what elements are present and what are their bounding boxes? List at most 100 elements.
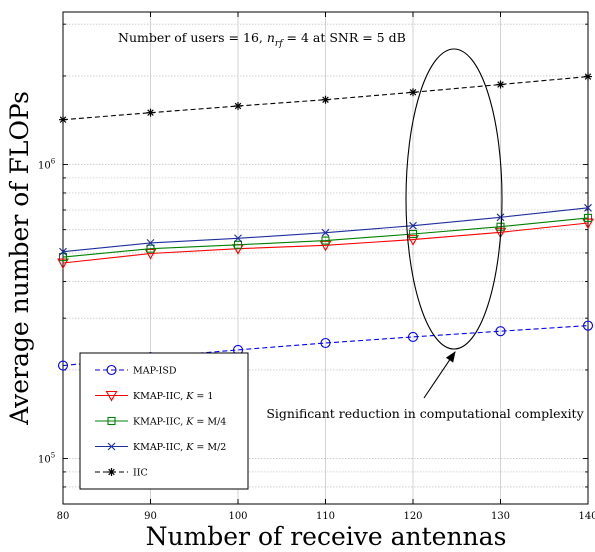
marker-square — [408, 229, 418, 239]
marker-x-b — [59, 247, 67, 256]
marker-square — [58, 253, 68, 262]
legend-label: IIC — [133, 468, 148, 479]
data-point — [496, 80, 505, 89]
top-annotation: Number of users = 16, nrf = 4 at SNR = 5… — [118, 30, 406, 49]
marker-circle — [57, 360, 69, 371]
data-point — [407, 331, 419, 342]
legend-label: KMAP-IIC, K = M/2 — [133, 442, 226, 453]
marker-triangle — [57, 258, 69, 270]
marker-x-b — [107, 442, 116, 451]
data-point — [59, 115, 67, 124]
legend-entry-3: KMAP-IIC, K = M/4 — [95, 417, 226, 428]
marker-x-b — [321, 228, 330, 237]
data-point — [234, 234, 242, 243]
legend-entry-1: MAP-ISD — [95, 364, 177, 377]
data-point — [496, 213, 505, 222]
data-point — [320, 337, 331, 349]
legend-label: KMAP-IIC, K = M/4 — [133, 417, 226, 428]
marker-circle — [495, 326, 506, 337]
legend-entry-2: KMAP-IIC, K = 1 — [95, 390, 213, 402]
data-point — [495, 326, 506, 337]
marker-circle — [407, 331, 419, 342]
marker-square — [107, 416, 116, 426]
x-axis: 80 90 100 110 120 130 140 — [57, 12, 595, 522]
legend-marker — [107, 416, 116, 426]
data-point — [58, 253, 68, 262]
marker-asterisk-stroke — [108, 468, 115, 476]
reduction-arrow — [423, 351, 456, 399]
marker-x-b — [496, 213, 505, 222]
reduction-annotation: Significant reduction in computational c… — [266, 406, 584, 421]
marker-x-b — [234, 234, 242, 243]
data-point — [582, 320, 594, 331]
data-point — [146, 244, 155, 253]
data-point — [146, 239, 155, 247]
marker-triangle — [582, 218, 594, 230]
legend-marker — [107, 468, 116, 476]
marker-triangle — [494, 227, 507, 239]
data-point — [494, 227, 507, 239]
legend-entry-5: IIC — [95, 468, 148, 479]
series-5 — [59, 72, 592, 124]
marker-square — [233, 240, 243, 249]
x-tick-label: 120 — [403, 511, 422, 522]
marker-triangle — [407, 235, 419, 246]
marker-asterisk-stroke — [147, 109, 154, 116]
data-point — [59, 247, 67, 256]
data-point — [409, 88, 417, 97]
marker-x-b — [146, 239, 155, 247]
legend-marker — [106, 364, 117, 376]
data-point — [233, 240, 243, 249]
marker-x-b — [409, 221, 417, 230]
marker-square — [146, 244, 155, 253]
data-point — [583, 213, 593, 222]
x-tick-label: 130 — [491, 511, 510, 522]
marker-triangle — [319, 240, 332, 252]
marker-triangle — [105, 390, 118, 402]
data-point — [409, 221, 417, 230]
legend-entry-4: KMAP-IIC, K = M/2 — [95, 442, 226, 453]
data-point — [319, 240, 332, 252]
x-tick-label: 100 — [228, 511, 247, 522]
legend: MAP-ISD KMAP-IIC, K = 1 KMAP-IIC, K = M/4 K… — [79, 352, 249, 490]
series-line — [62, 217, 589, 258]
marker-asterisk-stroke — [409, 89, 417, 96]
data-point — [321, 236, 330, 245]
data-point — [144, 248, 157, 260]
data-point — [584, 72, 592, 81]
legend-marker — [105, 390, 118, 402]
data-point — [146, 108, 155, 117]
data-point — [57, 360, 69, 371]
marker-asterisk-stroke — [234, 102, 242, 110]
marker-square — [321, 236, 330, 245]
data-point — [321, 228, 330, 237]
data-point — [582, 218, 594, 230]
x-tick-label: 90 — [144, 511, 157, 522]
data-point — [407, 235, 419, 246]
y-tick-label: 106 — [38, 157, 56, 171]
data-point — [234, 102, 242, 111]
legend-label: MAP-ISD — [133, 366, 177, 377]
legend-marker — [107, 442, 116, 451]
series-4 — [59, 203, 592, 256]
y-tick-label: 105 — [38, 451, 55, 465]
x-tick-label: 110 — [316, 511, 335, 522]
x-axis-title: Number of receive antennas — [146, 522, 507, 551]
marker-triangle — [144, 248, 157, 260]
marker-circle — [106, 364, 117, 376]
data-point — [584, 203, 592, 212]
marker-asterisk-stroke — [59, 116, 67, 123]
marker-asterisk-stroke — [497, 81, 504, 88]
y-axis-title: Average number of FLOPs — [5, 91, 34, 426]
data-point — [57, 258, 69, 270]
marker-asterisk-stroke — [584, 73, 592, 80]
reduction-ellipse — [405, 48, 503, 350]
marker-square — [583, 213, 593, 222]
x-tick-label: 80 — [57, 511, 70, 522]
marker-x-b — [584, 203, 592, 212]
data-point — [321, 95, 330, 104]
x-tick-label: 140 — [578, 511, 595, 522]
legend-label: KMAP-IIC, K = 1 — [133, 391, 213, 402]
marker-circle — [320, 337, 331, 349]
